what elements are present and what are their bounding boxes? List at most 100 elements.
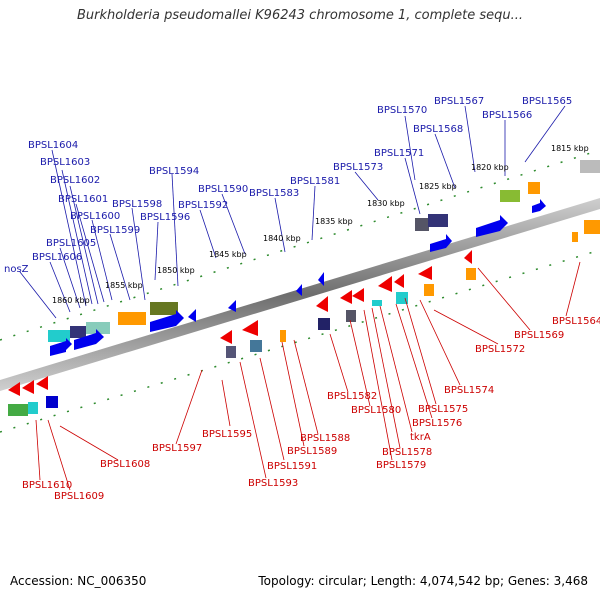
gene-box[interactable] (396, 292, 408, 304)
gene-arrow[interactable] (220, 330, 232, 344)
gene-label[interactable]: BPSL1595 (202, 429, 252, 440)
gene-label[interactable]: BPSL1609 (54, 491, 104, 502)
gene-box[interactable] (415, 218, 429, 231)
gene-box[interactable] (424, 284, 434, 296)
forward-gene-band (48, 160, 600, 356)
gene-label[interactable]: BPSL1579 (376, 460, 426, 471)
kbp-label: 1835 kbp (315, 217, 353, 226)
gene-arrow[interactable] (242, 320, 258, 336)
gene-label[interactable]: BPSL1576 (412, 418, 462, 429)
gene-arrow[interactable] (476, 215, 508, 237)
gene-label[interactable]: BPSL1610 (22, 480, 72, 491)
gene-arrow[interactable] (8, 382, 20, 396)
gene-box[interactable] (318, 318, 330, 330)
gene-box[interactable] (280, 330, 286, 342)
gene-box[interactable] (428, 214, 448, 227)
gene-label[interactable]: BPSL1598 (112, 199, 162, 210)
gene-label[interactable]: BPSL1566 (482, 110, 532, 121)
gene-arrow[interactable] (340, 290, 352, 304)
gene-box[interactable] (466, 268, 476, 280)
gene-box[interactable] (48, 330, 70, 342)
gene-label[interactable]: BPSL1572 (475, 344, 525, 355)
gene-label[interactable]: BPSL1606 (32, 252, 82, 263)
gene-label[interactable]: BPSL1602 (50, 175, 100, 186)
gene-arrow[interactable] (464, 250, 472, 264)
gene-label[interactable]: BPSL1582 (327, 391, 377, 402)
gene-box[interactable] (528, 182, 540, 194)
gene-box[interactable] (580, 160, 600, 173)
gene-label[interactable]: BPSL1590 (198, 184, 248, 195)
gene-label[interactable]: BPSL1573 (333, 162, 383, 173)
gene-label[interactable]: BPSL1603 (40, 157, 90, 168)
gene-arrow[interactable] (316, 296, 328, 312)
gene-label[interactable]: BPSL1575 (418, 404, 468, 415)
gene-label[interactable]: BPSL1567 (434, 96, 484, 107)
gene-box[interactable] (572, 232, 578, 242)
gene-box[interactable] (28, 402, 38, 414)
gene-box[interactable] (118, 312, 146, 325)
gene-label[interactable]: BPSL1600 (70, 211, 120, 222)
gene-arrow[interactable] (150, 310, 184, 332)
gene-box[interactable] (500, 190, 520, 202)
kbp-label: 1860 kbp (52, 296, 90, 305)
gene-label[interactable]: BPSL1599 (90, 225, 140, 236)
gene-label[interactable]: BPSL1564 (552, 316, 600, 327)
gene-label[interactable]: BPSL1589 (287, 446, 337, 457)
reverse-gene-band (8, 220, 600, 416)
gene-label[interactable]: BPSL1588 (300, 433, 350, 444)
gene-label[interactable]: tkrA (410, 432, 431, 443)
gene-label[interactable]: BPSL1596 (140, 212, 190, 223)
gene-label[interactable]: BPSL1565 (522, 96, 572, 107)
gene-label[interactable]: nosZ (4, 264, 29, 275)
gene-arrow[interactable] (296, 284, 302, 296)
gene-label[interactable]: BPSL1594 (149, 166, 199, 177)
gene-box[interactable] (226, 346, 236, 358)
gene-arrow[interactable] (36, 376, 48, 390)
gene-arrow[interactable] (50, 338, 72, 356)
gene-label[interactable]: BPSL1593 (248, 478, 298, 489)
gene-label[interactable]: BPSL1568 (413, 124, 463, 135)
gene-arrow[interactable] (22, 380, 34, 394)
gene-box[interactable] (8, 404, 28, 416)
gene-label[interactable]: BPSL1604 (28, 140, 78, 151)
genome-summary-text: Topology: circular; Length: 4,074,542 bp… (258, 574, 588, 588)
gene-label[interactable]: BPSL1574 (444, 385, 494, 396)
gene-label[interactable]: BPSL1569 (514, 330, 564, 341)
gene-box[interactable] (86, 322, 110, 334)
gene-label[interactable]: BPSL1578 (382, 447, 432, 458)
gene-label[interactable]: BPSL1570 (377, 105, 427, 116)
gene-label[interactable]: BPSL1571 (374, 148, 424, 159)
kbp-label: 1825 kbp (419, 182, 457, 191)
gene-arrow[interactable] (394, 274, 404, 288)
reverse-connectors (35, 261, 581, 491)
gene-label[interactable]: BPSL1583 (249, 188, 299, 199)
gene-box[interactable] (150, 302, 178, 315)
gene-arrow[interactable] (378, 276, 392, 292)
gene-arrow[interactable] (418, 266, 432, 280)
gene-box[interactable] (250, 340, 262, 352)
gene-arrow[interactable] (532, 199, 546, 213)
gene-label[interactable]: BPSL1605 (46, 238, 96, 249)
kbp-label: 1850 kbp (157, 266, 195, 275)
gene-arrow[interactable] (228, 300, 236, 312)
gene-arrow[interactable] (430, 234, 452, 252)
gene-box[interactable] (584, 220, 600, 234)
gene-label[interactable]: BPSL1608 (100, 459, 150, 470)
gene-box[interactable] (46, 396, 58, 408)
gene-arrow[interactable] (74, 329, 104, 350)
backbone (0, 198, 600, 391)
gene-label[interactable]: BPSL1580 (351, 405, 401, 416)
gene-arrow[interactable] (352, 288, 364, 302)
gene-arrow[interactable] (188, 309, 196, 322)
gene-arrow[interactable] (318, 272, 324, 286)
gene-box[interactable] (70, 326, 86, 338)
gene-box[interactable] (346, 310, 356, 322)
gene-label[interactable]: BPSL1581 (290, 176, 340, 187)
forward-connectors (19, 105, 566, 319)
gene-label[interactable]: BPSL1601 (58, 194, 108, 205)
gene-label[interactable]: BPSL1597 (152, 443, 202, 454)
gene-label[interactable]: BPSL1592 (178, 200, 228, 211)
gene-label[interactable]: BPSL1591 (267, 461, 317, 472)
gene-box[interactable] (372, 300, 382, 306)
